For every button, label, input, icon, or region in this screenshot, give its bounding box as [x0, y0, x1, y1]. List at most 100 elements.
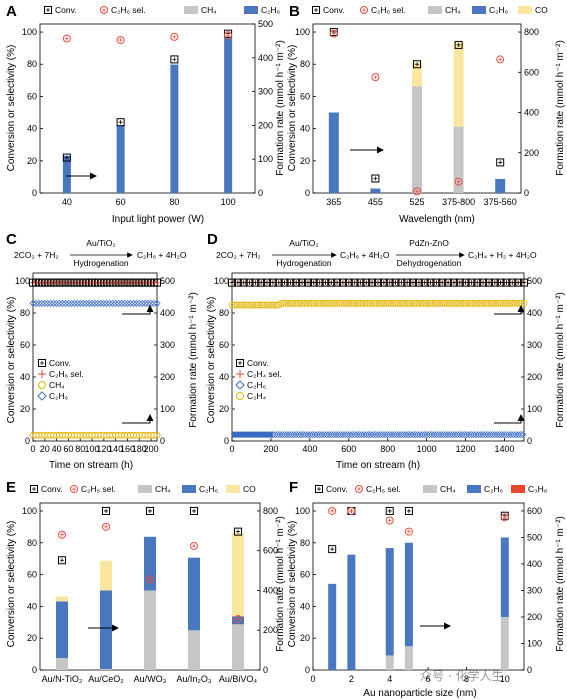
panel-f-y2tick-label: 0 — [527, 665, 532, 675]
panel-a-conv-marker-cross — [172, 57, 177, 62]
panel-e-conv-marker — [30, 485, 38, 493]
panel-c-y2tick-label: 0 — [160, 436, 165, 446]
scheme-d-catalyst-2: PdZn-ZnO — [409, 238, 449, 248]
panel-c-c2h6-marker — [129, 299, 137, 307]
panel-c-xtick-label: 100 — [85, 444, 100, 454]
panel-d-c2h6-marker — [418, 431, 426, 439]
panel-f-legend-label: CH₄ — [440, 484, 456, 494]
panel-f-ytick-label: 60 — [300, 570, 310, 580]
panel-f-legend-label: C₂H₆ sel. — [366, 484, 401, 494]
panel-d-c2h6-marker — [481, 431, 489, 439]
panel-e-ytick-label: 40 — [27, 601, 37, 611]
panel-d-c2h4-marker — [310, 299, 318, 307]
panel-d-c2h6-marker — [484, 431, 492, 439]
panel-d-c2h4-marker — [305, 299, 313, 307]
panel-d-c2h4-marker — [415, 299, 423, 307]
panel-d-xtick-label: 800 — [380, 444, 395, 454]
panel-d-c2h4-marker — [333, 299, 341, 307]
panel-f-legend-label: Conv. — [326, 484, 348, 494]
panel-d-c2h4-marker — [317, 299, 325, 307]
panel-e-sel-marker — [58, 530, 66, 539]
panel-a-conv-marker — [116, 118, 125, 127]
panel-a-y2tick-label: 500 — [258, 19, 273, 29]
panel-b-sel-marker-cross — [456, 179, 461, 184]
panel-f-sel-marker-cross — [349, 509, 354, 513]
panel-b-sel-marker-cross — [498, 57, 502, 62]
panel-b-y2tick-label: 800 — [524, 27, 539, 37]
panel-c-c2h6-marker — [118, 299, 126, 307]
panel-d-xtick-label: 200 — [263, 444, 278, 454]
panel-b-conv-marker — [454, 40, 463, 49]
panel-c-xtick-label: 160 — [120, 444, 135, 454]
panel-d-c2h6-marker — [323, 431, 331, 439]
panel-d-c2h4-marker — [235, 301, 243, 309]
panel-b-y2tick-label: 200 — [524, 148, 539, 158]
panel-d-c2h6-marker — [376, 431, 384, 439]
panel-e-conv-marker — [146, 506, 154, 515]
panel-d-c2h6-marker — [276, 431, 284, 439]
panel-d-conv-marker-cross — [346, 280, 351, 285]
panel-d-c2h6-marker — [297, 431, 305, 439]
panel-c-y2label: Formation rate (mmol h⁻¹ m⁻²) — [188, 292, 199, 428]
panel-e-ytick-label: 0 — [32, 665, 37, 675]
panel-d-c2h4-marker — [324, 299, 332, 307]
panel-e-y2tick-label: 600 — [263, 546, 278, 556]
panel-d-c2h6-marker — [365, 431, 373, 439]
panel-d-legend-plus — [236, 370, 244, 378]
panel-e-y2tick-label: 200 — [263, 625, 278, 635]
panel-b-ytick-label: 100 — [295, 27, 310, 37]
panel-b-ytick-label: 40 — [300, 124, 310, 134]
panel-d-c2h4-marker — [340, 299, 348, 307]
panel-d-c2h4-marker — [476, 299, 484, 307]
panel-b-conv-marker — [496, 158, 505, 167]
panel-f-xtick-label: 8 — [464, 674, 469, 684]
panel-d-c2h4-marker — [450, 299, 458, 307]
panel-d-c2h4-marker — [511, 299, 519, 307]
panel-d-conv-marker — [514, 278, 523, 287]
panel-d-conv-marker — [315, 278, 324, 287]
panel-d-c2h6-marker — [269, 431, 277, 439]
panel-f-sel-marker — [347, 506, 356, 515]
panel-a-legend-label: C₂H₆ — [261, 5, 280, 15]
panel-f-ytick-label: 100 — [295, 506, 310, 516]
panel-d-ytick-label: 0 — [224, 436, 229, 446]
panel-d-c2h4-marker — [279, 299, 287, 307]
panel-c-ch4-marker — [150, 431, 158, 439]
panel-e-y2tick-label: 400 — [263, 585, 278, 595]
panel-e-xtick-label: Au/N-TiO₂ — [42, 674, 83, 684]
panel-d-c2h4-marker — [455, 299, 462, 307]
panel-d-conv-marker-cross — [387, 280, 392, 285]
panel-c-y2tick-label: 200 — [160, 372, 175, 382]
panel-c-c2h6-marker — [32, 299, 40, 307]
panel-d-conv-marker-cross — [416, 280, 421, 285]
panel-c-xtick-label: 40 — [52, 444, 62, 454]
panel-f-ytick-label: 0 — [305, 665, 310, 675]
panel-b-conv-marker — [312, 6, 320, 14]
panel-a-y2tick-label: 0 — [258, 188, 263, 198]
panel-d-c2h6-marker — [304, 431, 312, 439]
panel-d-c2h6-marker — [519, 431, 527, 439]
panel-d-conv-marker — [379, 278, 388, 287]
panel-d-c2h6-marker — [283, 431, 291, 439]
panel-d-c2h4-marker — [459, 299, 467, 307]
panel-d-legend-diamond — [235, 380, 245, 390]
panel-d-c2h6-marker — [423, 431, 431, 439]
panel-d-conv-marker — [228, 278, 236, 287]
panel-c-c2h6-marker — [138, 299, 146, 307]
panel-d-conv-marker-cross — [446, 280, 451, 285]
scheme-d-products: C₂H₄ + H₂ + 4H₂O — [468, 250, 537, 260]
panel-d-conv-marker — [473, 278, 482, 287]
panel-d-c2h6-marker — [442, 431, 450, 439]
panel-e-conv-marker-cross — [148, 508, 152, 513]
panel-d-axis-arrow — [494, 414, 525, 424]
panel-d-axis-arrow — [494, 305, 525, 315]
panel-c-legend-circle — [38, 381, 46, 389]
panel-d-c2h6-marker — [325, 431, 333, 439]
panel-e-sel-marker — [190, 541, 198, 550]
panel-d-c2h4-marker — [361, 299, 369, 307]
panel-d-c2h6-marker — [372, 431, 380, 439]
panel-d-conv-marker-cross — [498, 280, 503, 285]
panel-c-ch4-marker — [153, 431, 161, 439]
panel-d-c2h4-marker — [417, 299, 425, 307]
panel-c-c2h6-marker — [94, 299, 102, 307]
